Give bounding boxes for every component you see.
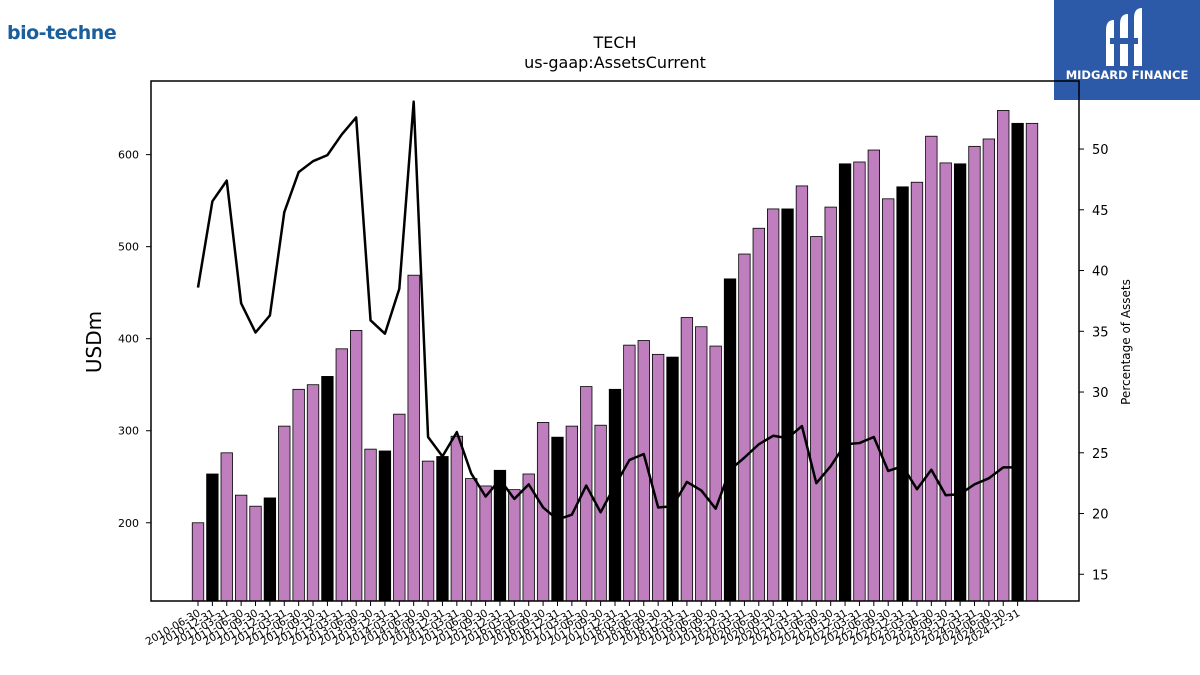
bar-2018-12-31 <box>680 317 694 602</box>
bar-2014-06-30 <box>421 460 435 602</box>
bar-2021-03-31 <box>810 236 823 602</box>
midgard-finance-text: MIDGARD FINANCE <box>1065 68 1189 82</box>
bar-2020-09-30 <box>781 208 794 602</box>
y2-axis-label: Percentage of Assets <box>1119 279 1133 405</box>
y-tick-label: 500 <box>118 241 139 254</box>
bar-2012-09-30 <box>321 376 334 602</box>
bar-2012-06-30 <box>306 384 320 602</box>
bar-2018-09-30 <box>666 356 679 602</box>
bar-2010-09-30 <box>206 473 219 602</box>
bar-2012-03-31 <box>292 388 305 602</box>
bar-2013-06-30 <box>364 448 377 602</box>
y2-tick-label: 15 <box>1092 568 1109 583</box>
bar-2022-09-30 <box>896 186 909 602</box>
y-tick-label: 400 <box>118 333 139 346</box>
bar-2022-03-31 <box>867 149 880 602</box>
y2-tick-label: 35 <box>1092 325 1109 340</box>
percentage-line <box>196 100 1018 521</box>
bar-2022-06-30 <box>882 198 895 602</box>
bar-2018-06-30 <box>651 353 665 602</box>
bar-2024-06-30 <box>997 110 1010 602</box>
biotechne-logo: bio-techne <box>7 22 117 44</box>
bar-2020-06-30 <box>767 208 780 602</box>
bar-2015-12-31 <box>508 489 521 602</box>
bar-2021-06-30 <box>824 206 837 602</box>
bar-2013-09-30 <box>378 450 392 602</box>
bar-2014-12-31 <box>450 435 463 602</box>
x-axis: 2010-06-302010-12-312011-03-312011-06-30… <box>144 601 1022 648</box>
bar-2019-12-31 <box>738 253 751 602</box>
bar-2014-09-30 <box>436 456 449 602</box>
y2-tick-label: 25 <box>1092 447 1109 462</box>
bar-2013-12-31 <box>393 413 406 602</box>
bar-2011-06-30 <box>249 505 262 602</box>
bar-2024-03-31 <box>982 138 996 602</box>
y2-tick-label: 45 <box>1092 204 1109 219</box>
bar-2020-12-31 <box>795 185 809 602</box>
bar-2019-06-30 <box>709 345 722 602</box>
plot-frame <box>150 80 1080 602</box>
y-tick-label: 300 <box>118 425 139 438</box>
bar-2020-03-31 <box>752 227 765 602</box>
bar-2017-12-31 <box>623 344 636 602</box>
bar-series <box>191 110 1039 602</box>
bar-2014-03-31 <box>407 274 420 602</box>
right-axis: 15 20 25 30 35 40 45 50 <box>1079 143 1109 583</box>
y2-tick-label: 30 <box>1092 386 1109 401</box>
percentage-line-series <box>196 100 1018 521</box>
chart-title: TECH <box>592 33 636 52</box>
bar-2024-09-30 <box>1011 122 1024 602</box>
bar-2023-09-30 <box>953 163 967 602</box>
bar-2011-03-31 <box>234 494 248 602</box>
bar-2013-03-31 <box>350 330 363 602</box>
y2-tick-label: 20 <box>1092 508 1109 523</box>
y-tick-label: 200 <box>118 517 139 530</box>
bar-2019-09-30 <box>723 278 737 602</box>
bar-2021-09-30 <box>838 163 852 602</box>
bar-2012-12-31 <box>335 348 348 602</box>
y-axis-label: USDm <box>82 311 106 373</box>
chart-subtitle: us-gaap:AssetsCurrent <box>524 53 706 72</box>
bar-2022-12-31 <box>910 181 924 602</box>
bar-2023-12-31 <box>968 145 981 602</box>
bar-2015-09-30 <box>493 469 507 602</box>
y-tick-label: 600 <box>118 149 139 162</box>
bar-2023-03-31 <box>925 135 938 602</box>
bar-2010-12-31 <box>220 452 233 602</box>
y2-tick-label: 40 <box>1092 265 1109 280</box>
bar-2015-03-31 <box>465 478 478 602</box>
bar-2024-12-31 <box>1025 122 1039 602</box>
bar-2010-06-30 <box>191 522 205 602</box>
midgard-monogram-icon <box>1106 8 1142 66</box>
bar-2011-12-31 <box>278 425 291 602</box>
bar-2023-06-30 <box>939 162 952 602</box>
bar-2019-03-31 <box>695 326 708 602</box>
bar-2011-09-30 <box>263 497 277 602</box>
y2-tick-label: 50 <box>1092 143 1109 158</box>
left-axis: 200 300 400 500 600 <box>118 149 151 530</box>
bar-2021-12-31 <box>853 161 866 602</box>
bar-2015-06-30 <box>479 485 492 602</box>
